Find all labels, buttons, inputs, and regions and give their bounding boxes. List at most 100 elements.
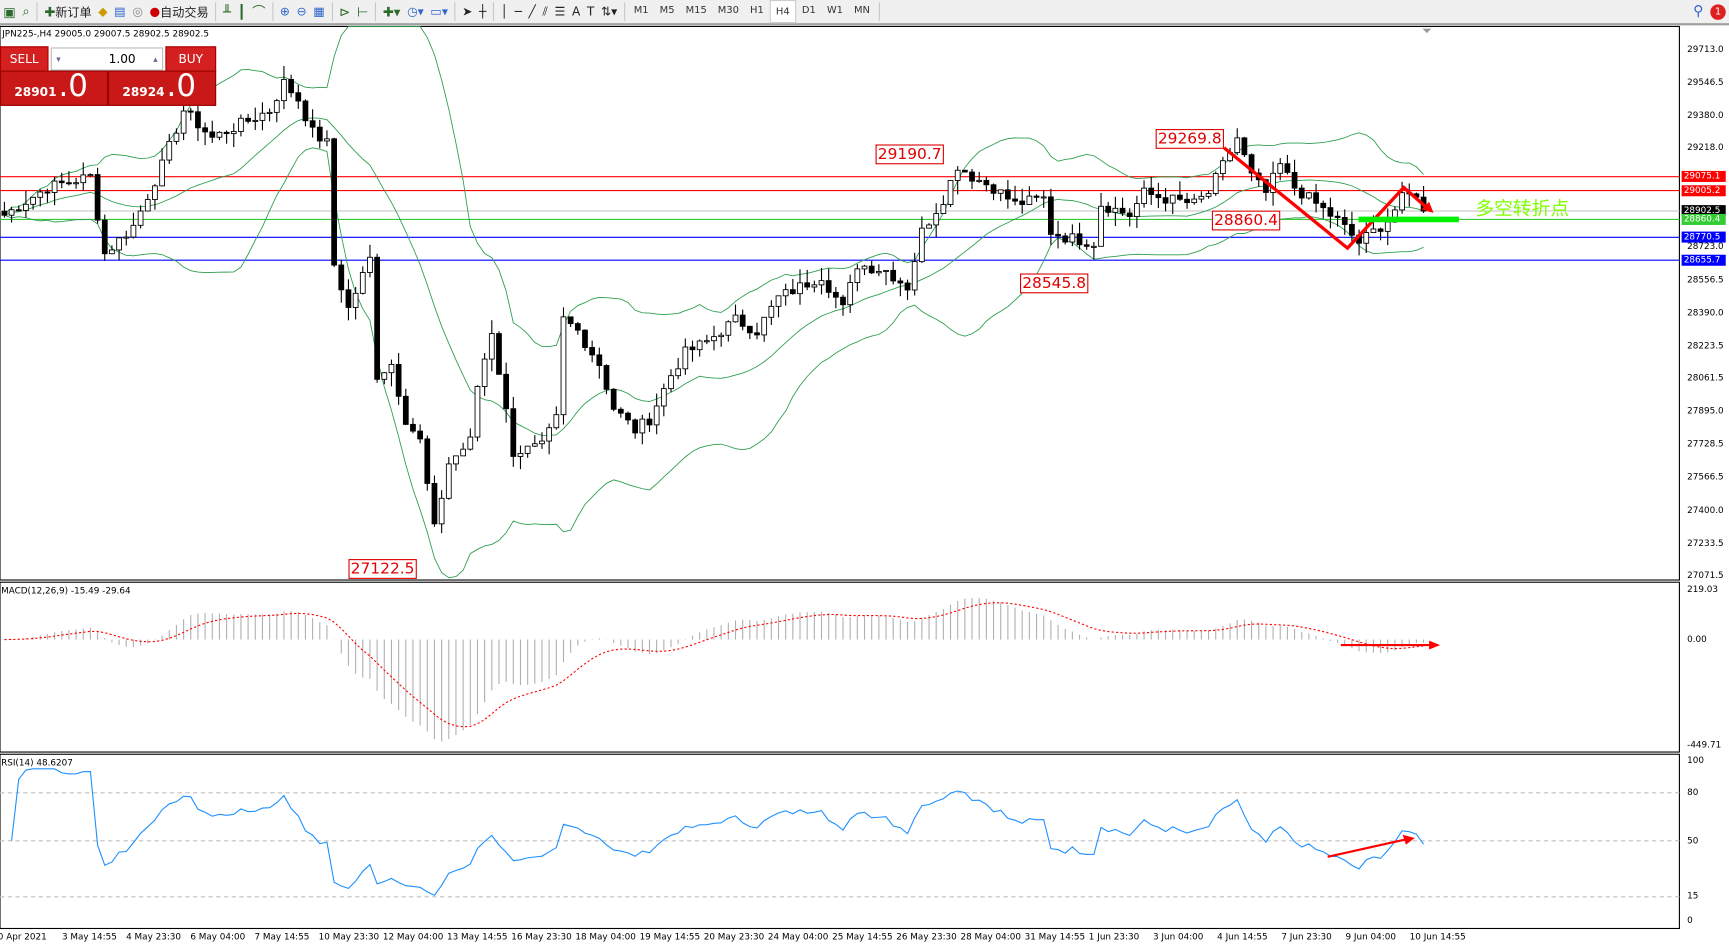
buy-price[interactable]: 28924.0 bbox=[108, 67, 217, 106]
arrows-icon[interactable]: ⇅▾ bbox=[600, 4, 618, 19]
candle-bear bbox=[646, 418, 653, 426]
decrease-lot-icon[interactable]: ▾ bbox=[56, 54, 61, 64]
rsi-axis-label: 0 bbox=[1687, 915, 1693, 926]
price-axis-label: 27895.0 bbox=[1687, 406, 1724, 417]
auto-trading-button[interactable]: ● 自动交易 bbox=[146, 1, 212, 22]
notifications-button[interactable]: 1 bbox=[1707, 1, 1729, 22]
line-chart-icon[interactable]: ⌒ bbox=[252, 4, 266, 20]
chart-shift-marker bbox=[1422, 28, 1432, 34]
candle-bull bbox=[87, 174, 94, 177]
vertical-line-icon[interactable]: │ bbox=[500, 4, 508, 19]
crosshair-icon[interactable]: ┼ bbox=[479, 4, 487, 19]
text-icon[interactable]: A bbox=[571, 4, 581, 19]
zoom-chart-icon[interactable]: ⌕ bbox=[22, 3, 30, 19]
bid-price-big: .0 bbox=[58, 67, 88, 104]
autoscroll-icon[interactable]: ⊢ bbox=[356, 3, 369, 20]
candlestick-icon[interactable]: ┃ bbox=[237, 3, 246, 20]
lot-value: 1.00 bbox=[108, 51, 136, 67]
fibonacci-icon[interactable]: ☰ bbox=[554, 4, 566, 19]
candle-bull bbox=[359, 272, 366, 294]
price-chart[interactable] bbox=[0, 25, 1729, 944]
candle-bear bbox=[309, 120, 316, 128]
indicators-icon[interactable]: ✚▾ bbox=[382, 3, 401, 20]
candle-bull bbox=[130, 224, 137, 238]
divider bbox=[36, 2, 38, 21]
timeframe-m5[interactable]: M5 bbox=[659, 4, 675, 16]
sell-price[interactable]: 28901.0 bbox=[0, 67, 109, 106]
candle-bear bbox=[610, 388, 617, 410]
rsi-pane-frame bbox=[0, 753, 1680, 930]
price-label-mid[interactable]: 28860.4 bbox=[1211, 210, 1281, 231]
lot-size-input[interactable]: ▾ 1.00 ▴ bbox=[50, 47, 164, 71]
candle-bull bbox=[768, 305, 775, 318]
buy-button[interactable]: BUY bbox=[165, 46, 217, 72]
increase-lot-icon[interactable]: ▴ bbox=[153, 54, 158, 64]
chart-shift-icon[interactable]: ⊳ bbox=[339, 3, 351, 20]
metaeditor-icon[interactable]: ◆ bbox=[98, 4, 108, 19]
timeframe-mn[interactable]: MN bbox=[853, 4, 870, 16]
candle-bear bbox=[1184, 198, 1190, 204]
bollinger-lower bbox=[4, 147, 1424, 579]
candle-bull bbox=[696, 340, 703, 351]
main-pane-frame bbox=[0, 25, 1680, 581]
timeframe-d1[interactable]: D1 bbox=[801, 4, 816, 16]
tile-windows-icon[interactable]: ▦ bbox=[313, 4, 325, 19]
price-label-high[interactable]: 29190.7 bbox=[875, 144, 944, 165]
timeframe-m30[interactable]: M30 bbox=[717, 4, 739, 16]
candle-bear bbox=[417, 430, 423, 440]
timeframe-m1[interactable]: M1 bbox=[633, 4, 649, 16]
candle-bear bbox=[1055, 233, 1061, 237]
templates-icon[interactable]: ▭▾ bbox=[430, 4, 448, 19]
sell-button[interactable]: SELL bbox=[0, 46, 49, 72]
candle-bear bbox=[789, 289, 796, 295]
time-axis-label: 20 May 23:30 bbox=[703, 931, 765, 942]
candle-bear bbox=[589, 347, 596, 356]
new-chart-icon[interactable]: ▣ bbox=[3, 3, 16, 20]
divider bbox=[331, 2, 333, 21]
bar-chart-icon[interactable]: ╨ bbox=[223, 3, 231, 20]
cursor-icon[interactable]: ➤ bbox=[462, 4, 473, 19]
candle-bear bbox=[603, 365, 610, 390]
horizontal-line-icon[interactable]: ─ bbox=[514, 4, 522, 19]
candle-bull bbox=[216, 131, 223, 138]
zoom-out-icon[interactable]: ⊖ bbox=[296, 4, 307, 19]
candle-bull bbox=[73, 182, 79, 185]
candle-bear bbox=[868, 265, 875, 274]
new-order-button[interactable]: ✚ 新订单 bbox=[41, 1, 95, 22]
text-label-icon[interactable]: T bbox=[586, 4, 595, 19]
candle-bull bbox=[467, 436, 474, 450]
timeframe-w1[interactable]: W1 bbox=[826, 4, 843, 16]
timeframe-h4[interactable]: H4 bbox=[769, 0, 797, 24]
terminal-icon[interactable]: ▤ bbox=[114, 4, 126, 19]
candle-bear bbox=[44, 191, 51, 194]
candle-bull bbox=[531, 443, 538, 447]
candle-bull bbox=[1069, 233, 1076, 243]
channel-icon[interactable]: ⫽ bbox=[542, 3, 548, 19]
candle-bear bbox=[689, 346, 696, 351]
price-axis-label: 29380.0 bbox=[1687, 110, 1724, 121]
level-price-tag: 28655.7 bbox=[1681, 254, 1726, 266]
timeframe-h1[interactable]: H1 bbox=[750, 4, 764, 16]
zoom-in-icon[interactable]: ⊕ bbox=[279, 4, 290, 19]
candle-bear bbox=[904, 282, 911, 291]
periods-icon[interactable]: ◷▾ bbox=[407, 4, 424, 19]
candle-bull bbox=[51, 180, 58, 193]
candle-bear bbox=[1334, 215, 1341, 218]
price-label-high-2[interactable]: 29269.8 bbox=[1155, 129, 1224, 149]
candle-bear bbox=[969, 171, 975, 182]
candle-bear bbox=[1313, 192, 1319, 204]
candle-bear bbox=[1033, 195, 1040, 198]
candle-bear bbox=[1327, 207, 1334, 217]
turning-point-label[interactable]: 多空转折点 bbox=[1475, 198, 1570, 221]
candle-bull bbox=[180, 110, 187, 134]
timeframe-m15[interactable]: M15 bbox=[685, 4, 707, 16]
candle-bear bbox=[195, 111, 201, 129]
price-label-low[interactable]: 28545.8 bbox=[1019, 273, 1089, 294]
price-label-main-low[interactable]: 27122.5 bbox=[348, 559, 417, 579]
signals-icon[interactable]: ◎ bbox=[132, 4, 143, 19]
candle-bull bbox=[1234, 137, 1241, 154]
search-icon[interactable]: ⚲ bbox=[1693, 3, 1704, 20]
trendline-icon[interactable]: ╱ bbox=[528, 4, 536, 19]
ask-price: 28924 bbox=[122, 84, 165, 100]
candle-bull bbox=[553, 414, 560, 429]
